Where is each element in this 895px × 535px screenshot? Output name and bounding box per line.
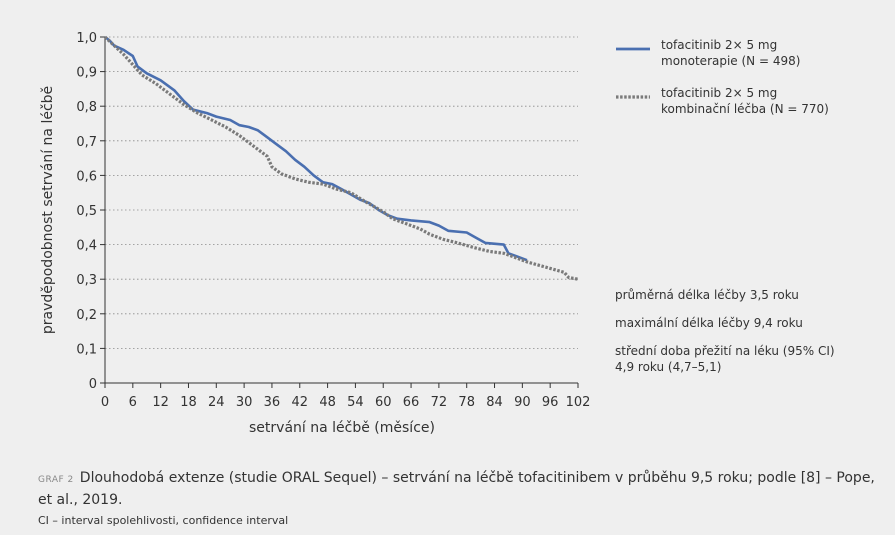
legend-label-line1: tofacitinib 2× 5 mg xyxy=(661,86,777,100)
legend-label-line2: monoterapie (N = 498) xyxy=(661,54,800,68)
x-tick-label: 18 xyxy=(180,395,197,410)
x-axis-label: setrvání na léčbě (měsíce) xyxy=(249,420,435,436)
x-tick-label: 84 xyxy=(486,395,503,410)
x-tick-label: 90 xyxy=(514,395,531,410)
grid-lines xyxy=(105,36,578,349)
x-tick-label: 0 xyxy=(101,395,109,410)
y-tick-label: 0,6 xyxy=(76,169,97,184)
y-tick-label: 0,3 xyxy=(76,273,97,288)
stat-median-label: střední doba přežití na léku (95% CI) xyxy=(615,344,835,358)
y-tick-label: 0,1 xyxy=(76,342,97,357)
y-tick-label: 0,4 xyxy=(76,239,97,254)
x-tick-label: 78 xyxy=(458,395,475,410)
y-tick-label: 0,2 xyxy=(76,308,97,323)
y-tick-label: 0,9 xyxy=(76,66,97,81)
stat-max-duration: maximální délka léčby 9,4 roku xyxy=(615,316,803,330)
caption-text: Dlouhodobá extenze (studie ORAL Sequel) … xyxy=(38,470,875,508)
x-tick-label: 36 xyxy=(264,395,281,410)
figure-caption: GRAF 2 Dlouhodobá extenze (studie ORAL Se… xyxy=(38,468,878,510)
series-line-2 xyxy=(103,35,579,281)
y-tick-label: 0,5 xyxy=(76,204,97,219)
tick-labels: 0 0,1 0,2 0,3 0,4 0,5 0,6 0,7 0,8 0,9 1,0 0 6 12 18 24 3… xyxy=(76,31,590,410)
x-tick-label: 24 xyxy=(208,395,225,410)
x-tick-label: 54 xyxy=(347,395,364,410)
x-tick-label: 48 xyxy=(319,395,336,410)
x-tick-label: 96 xyxy=(542,395,559,410)
axes xyxy=(100,36,579,388)
stat-mean-duration: průměrná délka léčby 3,5 roku xyxy=(615,288,799,302)
legend-label-line1: tofacitinib 2× 5 mg xyxy=(661,38,777,52)
caption-tag: GRAF 2 xyxy=(38,475,74,485)
x-tick-label: 42 xyxy=(291,395,308,410)
series-line-1 xyxy=(104,35,528,262)
x-tick-label: 72 xyxy=(431,395,448,410)
y-tick-label: 0,7 xyxy=(76,135,97,150)
y-axis-label: pravděpodobnost setrvání na léčbě xyxy=(40,86,56,334)
x-tick-label: 12 xyxy=(152,395,169,410)
y-tick-label: 0,8 xyxy=(76,100,97,115)
series-lines xyxy=(103,35,579,281)
y-tick-label: 0 xyxy=(89,377,97,392)
stat-median-value: 4,9 roku (4,7–5,1) xyxy=(615,360,722,374)
x-tick-label: 102 xyxy=(566,395,591,410)
x-tick-label: 66 xyxy=(403,395,420,410)
x-tick-label: 60 xyxy=(375,395,392,410)
legend-label-line2: kombinační léčba (N = 770) xyxy=(661,102,829,116)
legend: tofacitinib 2× 5 mg monoterapie (N = 498)… xyxy=(616,38,829,116)
x-tick-label: 30 xyxy=(236,395,253,410)
x-tick-label: 6 xyxy=(129,395,137,410)
footnote: CI – interval spolehlivosti, confidence … xyxy=(38,514,289,527)
y-tick-label: 1,0 xyxy=(76,31,97,46)
